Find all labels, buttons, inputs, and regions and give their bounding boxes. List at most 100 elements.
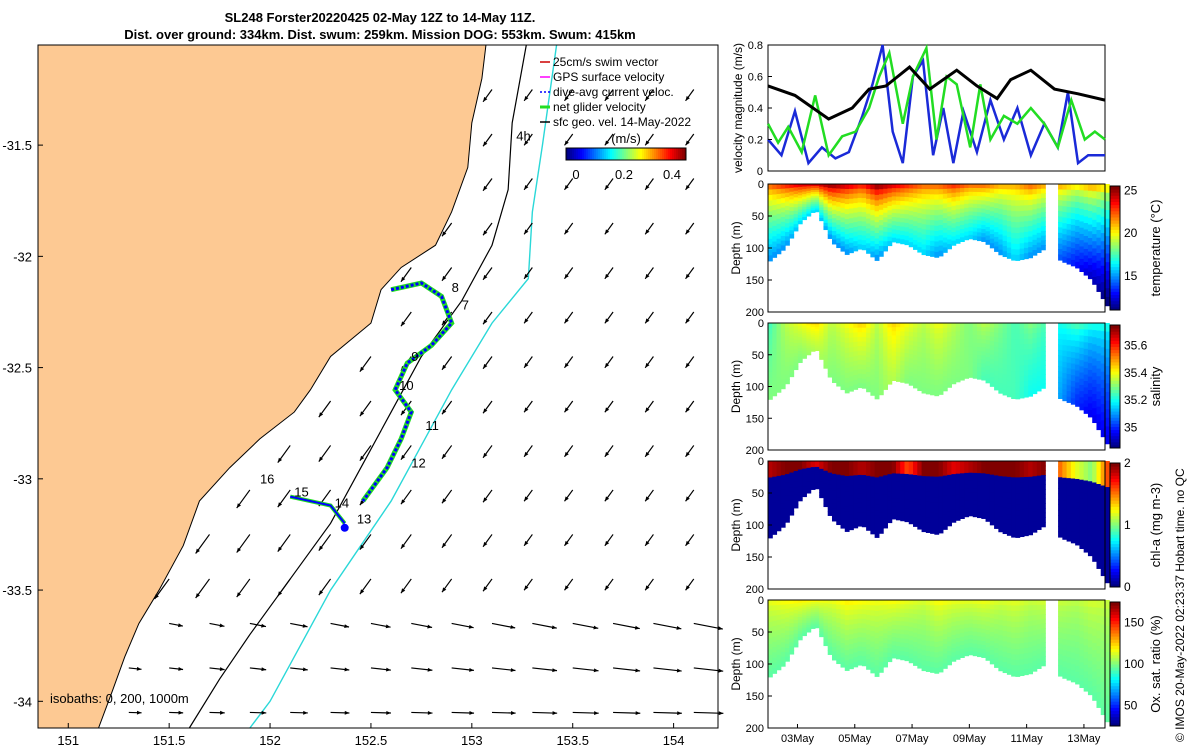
heatmap-cell	[947, 502, 952, 508]
heatmap-cell	[819, 186, 825, 190]
heatmap-cell	[866, 352, 871, 358]
heatmap-cell	[874, 205, 880, 212]
heatmap-cell	[895, 204, 901, 210]
heatmap-cell	[1041, 355, 1046, 361]
heatmap-cell	[772, 354, 778, 360]
colorbar-cell	[1110, 651, 1120, 656]
heatmap-cell	[887, 621, 893, 627]
heatmap-cell	[840, 184, 846, 190]
colorbar-cell	[1110, 614, 1120, 618]
heatmap-cell	[849, 184, 854, 190]
heatmap-cell	[1075, 328, 1080, 336]
heatmap-cell	[857, 193, 863, 199]
heatmap-cell	[989, 640, 995, 647]
heatmap-cell	[802, 493, 807, 498]
heatmap-cell	[913, 216, 918, 222]
heatmap-cell	[908, 519, 914, 525]
heatmap-cell	[930, 620, 935, 627]
heatmap-cell	[925, 323, 931, 329]
heatmap-cell	[806, 461, 812, 464]
heatmap-cell	[947, 613, 952, 620]
heatmap-cell	[1006, 642, 1012, 649]
heatmap-cell	[823, 342, 829, 347]
heatmap-cell	[989, 368, 995, 374]
heatmap-cell	[968, 488, 974, 493]
heatmap-cell	[806, 476, 812, 480]
heatmap-cell	[1019, 243, 1025, 250]
heatmap-cell	[895, 327, 901, 332]
heatmap-cell	[900, 617, 906, 622]
colorbar-cell	[1110, 401, 1120, 406]
heatmap-cell	[789, 372, 795, 378]
arrow-head	[718, 711, 724, 716]
heatmap-cell	[908, 487, 914, 493]
heatmap-cell	[806, 627, 812, 631]
heatmap-cell	[972, 488, 978, 494]
heatmap-cell	[806, 345, 812, 349]
heatmap-cell	[844, 615, 850, 621]
heatmap-cell	[1002, 333, 1008, 339]
arrow-head	[483, 230, 488, 236]
heatmap-cell	[1032, 620, 1038, 626]
heatmap-cell	[968, 230, 974, 236]
heatmap-cell	[1075, 647, 1080, 655]
heatmap-cell	[972, 231, 978, 237]
heatmap-cell	[844, 511, 850, 517]
heatmap-cell	[802, 463, 807, 467]
heatmap-cell	[1028, 205, 1034, 211]
heatmap-cell	[819, 487, 825, 491]
heatmap-cell	[1087, 204, 1093, 212]
heatmap-cell	[930, 389, 935, 396]
heatmap-cell	[1075, 635, 1080, 643]
depth-tick-label: 150	[746, 552, 764, 564]
heatmap-cell	[1075, 629, 1080, 637]
heatmap-cell	[959, 184, 965, 189]
heatmap-cell	[1002, 251, 1008, 258]
heatmap-cell	[1041, 493, 1046, 500]
heatmap-cell	[789, 357, 795, 362]
heatmap-cell	[930, 497, 935, 503]
heatmap-cell	[1092, 511, 1098, 519]
heatmap-cell	[878, 204, 884, 211]
colorbar-cell	[1110, 698, 1120, 702]
heatmap-cell	[951, 184, 957, 189]
heatmap-cell	[853, 341, 859, 348]
heatmap-cell	[768, 649, 773, 656]
heatmap-cell	[895, 372, 901, 378]
heatmap-cell	[994, 370, 999, 377]
heatmap-cell	[895, 600, 901, 605]
heatmap-cell	[789, 472, 795, 478]
heatmap-cell	[1006, 514, 1012, 520]
heatmap-cell	[1083, 222, 1089, 231]
arrow-head	[634, 625, 640, 630]
heatmap-cell	[1066, 385, 1072, 392]
heatmap-cell	[994, 193, 999, 200]
heatmap-cell	[938, 507, 944, 513]
heatmap-cell	[861, 656, 867, 662]
heatmap-cell	[861, 475, 867, 481]
heatmap-cell	[861, 202, 867, 209]
heatmap-cell	[785, 348, 790, 354]
heatmap-cell	[861, 360, 867, 366]
heatmap-cell	[853, 484, 859, 491]
heatmap-cell	[1041, 188, 1046, 194]
heatmap-cell	[908, 478, 914, 484]
heatmap-cell	[985, 361, 991, 367]
heatmap-cell	[785, 634, 790, 640]
colorbar-cell	[1110, 552, 1120, 557]
heatmap-cell	[802, 632, 807, 637]
heatmap-cell	[857, 350, 863, 356]
colorbar-cell	[632, 148, 635, 160]
heatmap-cell	[849, 629, 854, 635]
map-colorbar-tick: 0	[572, 167, 579, 182]
heatmap-cell	[959, 212, 965, 218]
heatmap-cell	[998, 363, 1004, 369]
colorbar-tick-label: 20	[1124, 226, 1138, 240]
heatmap-cell	[789, 623, 795, 628]
heatmap-cell	[785, 184, 790, 189]
arrow-head	[442, 587, 447, 593]
colorbar-cell	[1110, 540, 1120, 545]
heatmap-cell	[972, 191, 978, 197]
heatmap-cell	[1100, 632, 1106, 642]
heatmap-cell	[1032, 650, 1038, 657]
